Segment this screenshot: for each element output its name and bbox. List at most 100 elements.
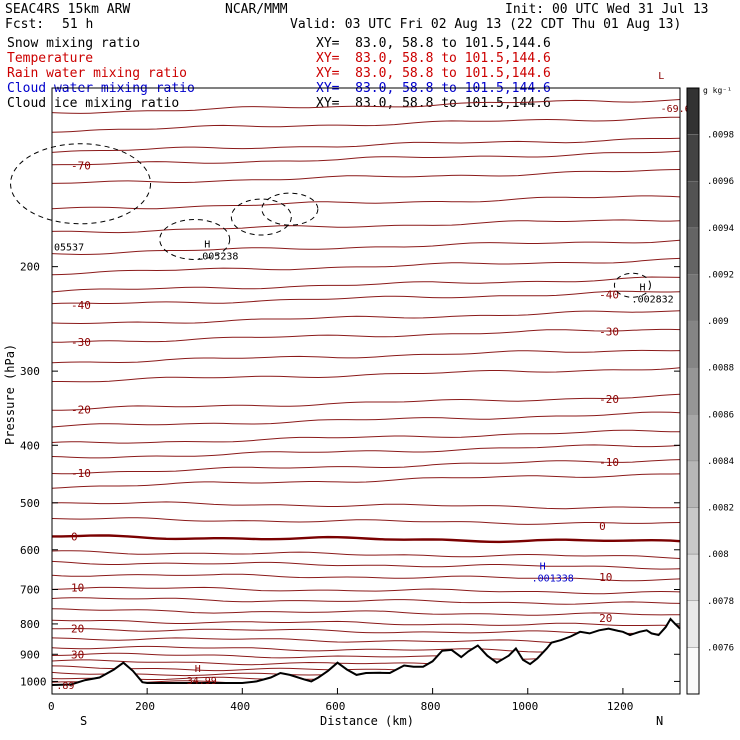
isotherm-line [51,586,681,595]
x-tick-label: 600 [325,700,345,713]
terrain-fill [52,619,680,694]
x-tick-label: 200 [135,700,155,713]
colorbar-label: .0088 [707,364,734,374]
maximum-marker: H [195,664,201,675]
x-tick-label: 400 [230,700,250,713]
isotherm-line [51,328,681,343]
isotherm-label: -20 [71,403,91,416]
colorbar-segment [686,87,700,135]
isotherm-line [51,619,681,627]
isotherm-line [51,116,681,133]
isotherm-line [52,534,681,544]
isotherm-line [51,608,681,616]
y-tick-label: 900 [20,648,40,661]
isotherm-line [51,459,681,475]
isotherm-line [51,628,681,636]
y-tick-label: 200 [20,261,40,274]
isotherm-label: -30 [71,336,91,349]
isotherm-line [51,219,681,234]
edge-label: .89 [56,681,74,692]
y-tick-label: 800 [20,618,40,631]
y-tick-label: 600 [20,544,40,557]
isotherm-line [51,290,681,305]
init-time: Init: 00 UTC Wed 31 Jul 13 [505,2,709,17]
isotherm-line [51,195,681,210]
isotherm-label: -10 [71,467,91,480]
isotherm-line [52,393,681,411]
isotherm-line [51,276,681,293]
x-tick-label: 1200 [607,700,634,713]
colorbar-label: .0084 [707,457,734,467]
isotherm-label: -10 [599,456,619,469]
colorbar-segment [686,320,700,368]
colorbar-segment [686,227,700,275]
cloud-ice-contour [10,143,152,225]
y-axis-title: Pressure (hPa) [3,344,17,445]
forecast-hours: 51 h [62,17,94,32]
x-tick-label: 1000 [512,700,539,713]
colorbar-segment [686,647,700,695]
isotherm-line [52,367,681,383]
south-label: S [80,714,87,728]
isotherm-line [51,597,681,605]
x-tick-label: 800 [421,700,441,713]
colorbar-frame [686,87,700,695]
isotherm-line [51,550,681,559]
maximum-marker: H [640,283,646,294]
colorbar-segment [686,134,700,182]
maximum-value: .002832 [632,295,674,306]
colorbar-label: .0094 [707,224,734,234]
isotherm-label: 0 [599,520,606,533]
isotherm-line [51,429,680,444]
colorbar-label: .0096 [707,177,734,187]
colorbar-segment [686,274,700,322]
isotherm-line [51,99,681,114]
colorbar-segment [686,507,700,555]
isotherm-line [51,501,681,510]
isotherm-line [51,239,681,256]
isotherm-line [51,517,681,525]
isotherm-label: 20 [599,612,612,625]
colorbar-label: .008 [707,550,729,560]
maximum-marker: H [204,240,210,251]
cloud-ice-contour [613,272,651,298]
isotherm-line [51,310,681,325]
isotherm-line [51,150,681,166]
org-label: NCAR/MMM [225,2,288,17]
edge-label: -69.65 [661,104,697,115]
isotherm-label: 10 [71,582,84,595]
field-xy: XY= 83.0, 58.8 to 101.5,144.6 [316,36,551,51]
field-name: Rain water mixing ratio [7,66,188,81]
colorbar-segment [686,460,700,508]
north-label: N [656,714,663,728]
colorbar-segment [686,414,700,462]
field-xy: XY= 83.0, 58.8 to 101.5,144.6 [316,66,551,81]
isotherm-label: -20 [599,393,619,406]
isotherm-line [51,560,681,570]
cloud-ice-contour [159,218,231,260]
isotherm-label: -70 [71,159,91,172]
colorbar-segment [686,600,700,648]
isotherm-line [51,573,681,582]
plot-frame [51,87,681,695]
field-name: Snow mixing ratio [7,36,141,51]
colorbar-label: .0076 [707,643,734,653]
colorbar-label: .0086 [707,410,734,420]
isotherm-line [51,473,681,489]
terrain-line [51,617,681,686]
y-tick-label: 400 [20,439,40,452]
colorbar-unit: g kg⁻¹ [703,86,732,95]
field-name: Cloud ice mixing ratio [7,96,180,111]
isotherm-line [51,137,681,153]
forecast-label: Fcst: [5,17,45,32]
maximum-value: .001338 [532,573,574,584]
colorbar-label: .0092 [707,270,734,280]
isotherm-label: 0 [71,531,78,544]
model-title: SEAC4RS 15km ARW [5,2,131,17]
y-tick-label: 1000 [20,675,47,688]
maximum-value: .005238 [196,252,238,263]
isotherm-label: 30 [71,648,84,661]
y-tick-label: 500 [20,497,40,510]
isotherm-line [51,444,681,459]
